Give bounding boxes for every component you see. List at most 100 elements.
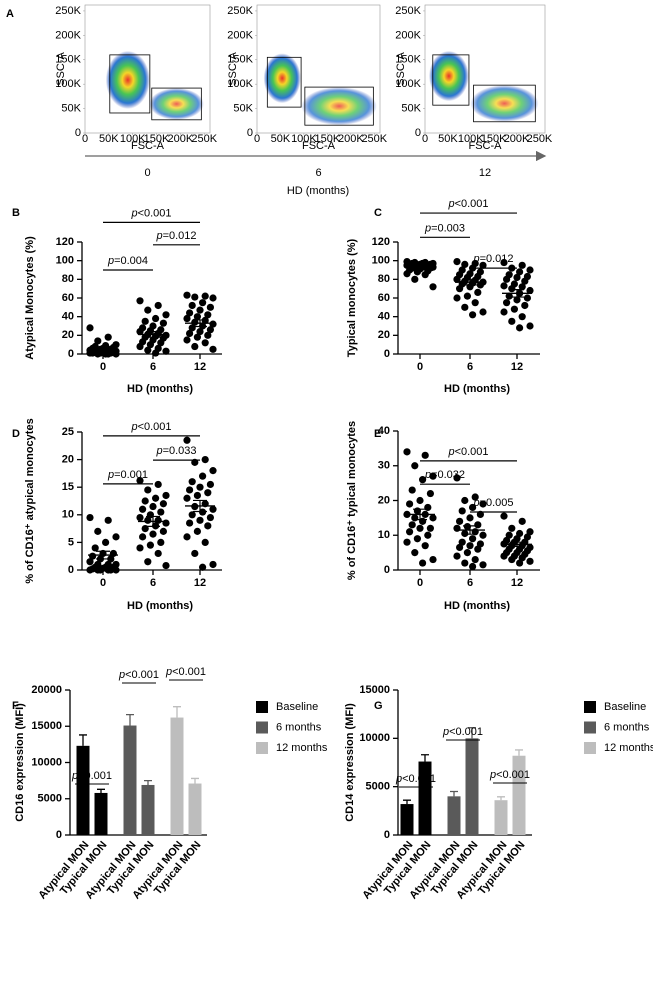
data-point [206, 326, 214, 334]
x-axis-label: FSC-A [469, 140, 503, 152]
error-bar [403, 799, 411, 805]
y-tick-label: 100K [395, 78, 421, 90]
x-tick-label: 6 [150, 577, 156, 589]
panel-label: E [374, 428, 381, 440]
data-point [86, 324, 94, 332]
y-tick-label: 20 [62, 329, 74, 341]
data-point [206, 480, 214, 489]
data-point [144, 346, 152, 354]
data-point [209, 467, 217, 475]
data-point [206, 513, 214, 522]
data-point [479, 561, 487, 569]
data-point [196, 483, 204, 491]
data-point [136, 297, 144, 305]
gate [432, 54, 470, 106]
bar [418, 761, 432, 835]
data-point [86, 558, 94, 566]
data-point [518, 517, 526, 525]
p-value: p<0.001 [118, 669, 159, 681]
x-tick-label: 150K [481, 133, 507, 145]
data-point [188, 511, 196, 519]
y-tick-label: 250K [55, 5, 81, 17]
data-point [94, 527, 102, 535]
data-point [191, 342, 199, 351]
data-point [209, 560, 217, 569]
data-point [469, 535, 477, 543]
data-point [191, 293, 199, 301]
sem-bar [463, 525, 477, 535]
y-tick-label: 40 [62, 311, 74, 323]
data-point [469, 562, 477, 571]
data-point [463, 522, 471, 531]
data-point [183, 314, 191, 323]
data-point [193, 491, 201, 500]
data-point [516, 559, 524, 567]
data-point [86, 566, 94, 574]
data-point [193, 527, 201, 535]
x-tick-label: 6 [467, 577, 473, 589]
data-point [413, 535, 421, 543]
error-bar [97, 788, 105, 793]
population-cloud [263, 53, 301, 104]
data-point [411, 514, 419, 522]
population-cloud [301, 87, 377, 126]
p-value: p<0.001 [442, 726, 483, 738]
data-point [188, 478, 196, 486]
data-point [521, 301, 529, 310]
plot-frame [424, 4, 546, 134]
data-point [183, 291, 191, 299]
y-tick-label: 10 [62, 509, 74, 521]
data-point [149, 502, 157, 511]
bar [76, 745, 90, 835]
bar [512, 755, 526, 835]
data-point [500, 512, 508, 520]
x-tick-label: 100K [120, 133, 146, 145]
y-tick-label: 20 [62, 454, 74, 466]
data-point [136, 476, 144, 485]
data-point [196, 516, 204, 524]
data-point [426, 489, 434, 498]
x-tick-label: 200K [504, 133, 530, 145]
data-point [456, 517, 464, 525]
y-axis-title: CD16 expression (MFI) [14, 703, 26, 822]
data-point [479, 308, 487, 316]
data-point [456, 285, 464, 293]
data-point [453, 524, 461, 532]
data-point [419, 476, 427, 484]
y-axis-title: CD14 expression (MFI) [344, 703, 356, 822]
data-point [152, 349, 160, 357]
data-point [453, 294, 461, 302]
bar [123, 725, 137, 835]
bar [94, 792, 108, 835]
data-point [408, 521, 416, 529]
p-value: p<0.001 [489, 769, 530, 781]
x-tick-label: 0 [254, 133, 260, 145]
data-point [516, 324, 524, 332]
panel-label: C [374, 207, 382, 219]
bar [494, 800, 508, 835]
y-tick-label: 0 [384, 348, 390, 360]
data-point [526, 557, 534, 565]
y-tick-label: 150K [395, 54, 421, 66]
data-point [141, 497, 149, 505]
population-cloud [149, 88, 204, 120]
legend-swatch [584, 701, 596, 713]
x-tick-label: 250K [191, 133, 217, 145]
panel-label: B [12, 207, 20, 219]
data-point [144, 558, 152, 566]
legend-swatch [256, 742, 268, 754]
data-point [152, 494, 160, 502]
legend-swatch [256, 721, 268, 734]
x-axis-title: HD (months) [127, 600, 193, 612]
data-point [209, 505, 217, 513]
error-bar [421, 754, 429, 762]
data-point [186, 486, 194, 494]
x-axis-label: FSC-A [131, 140, 165, 152]
legend-swatch [584, 742, 596, 754]
data-point [149, 530, 157, 538]
y-tick-label: 80 [62, 273, 74, 285]
timepoint-label: 0 [144, 167, 150, 179]
y-axis-label: SSC-A [227, 52, 239, 86]
error-bar [173, 706, 181, 718]
